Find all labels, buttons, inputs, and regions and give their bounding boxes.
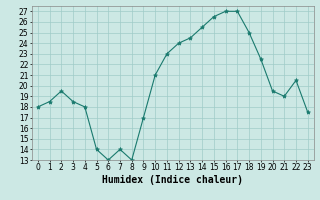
X-axis label: Humidex (Indice chaleur): Humidex (Indice chaleur) [102, 175, 243, 185]
